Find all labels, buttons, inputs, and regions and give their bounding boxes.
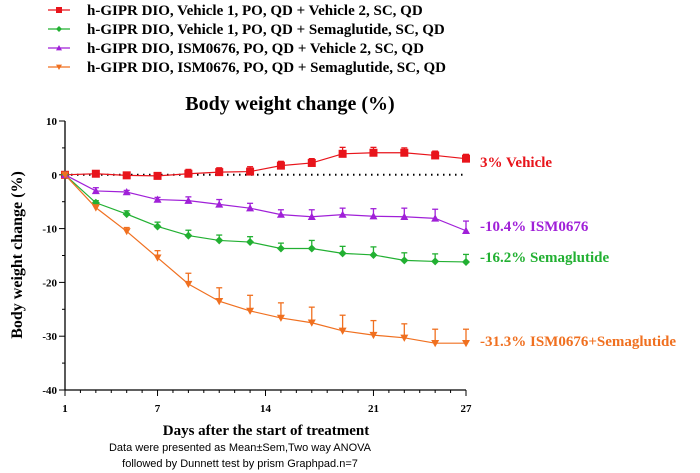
- marker-triangle-up: [276, 210, 285, 218]
- marker-diamond: [400, 256, 409, 265]
- marker-square: [400, 148, 409, 157]
- marker-triangle-down: [153, 254, 162, 262]
- marker-diamond: [56, 26, 62, 32]
- legend-label: h-GIPR DIO, Vehicle 1, PO, QD + Semaglut…: [87, 22, 445, 38]
- marker-diamond: [215, 236, 224, 245]
- marker-diamond: [462, 257, 470, 266]
- marker-triangle-down: [61, 171, 69, 179]
- x-tick-label: 14: [260, 403, 272, 415]
- series-annotation: -10.4% ISM0676: [480, 219, 589, 235]
- marker-diamond: [431, 257, 440, 266]
- marker-triangle-down: [369, 331, 378, 340]
- marker-triangle-up: [462, 226, 470, 234]
- legend-label: h-GIPR DIO, ISM0676, PO, QD + Semaglutid…: [87, 60, 446, 76]
- series-line: [64, 152, 467, 177]
- marker-triangle-down: [215, 298, 224, 306]
- marker-diamond: [246, 238, 255, 247]
- marker-triangle-down: [462, 339, 470, 348]
- x-tick-label: 7: [155, 403, 161, 415]
- marker-triangle-up: [400, 212, 409, 220]
- footnote-line-1: Data were presented as Mean±Sem,Two way …: [109, 442, 372, 454]
- marker-square: [184, 169, 193, 178]
- x-axis-label: Days after the start of treatment: [163, 423, 369, 439]
- chart-title: Body weight change (%): [185, 93, 394, 115]
- marker-square: [338, 149, 347, 158]
- marker-triangle-up: [184, 196, 193, 204]
- marker-square: [307, 158, 316, 167]
- marker-triangle-down: [400, 334, 409, 342]
- marker-triangle-down: [276, 314, 285, 322]
- series-0: [61, 146, 470, 180]
- legend-label: h-GIPR DIO, Vehicle 1, PO, QD + Vehicle …: [87, 3, 423, 19]
- y-tick-label: -30: [42, 331, 57, 343]
- marker-diamond: [184, 231, 193, 240]
- marker-square: [215, 168, 224, 177]
- marker-triangle-down: [122, 228, 131, 236]
- marker-square: [369, 148, 378, 157]
- marker-triangle-down: [184, 280, 193, 289]
- marker-square: [56, 7, 62, 13]
- marker-triangle-down: [246, 307, 255, 315]
- marker-triangle-up: [56, 45, 62, 51]
- marker-triangle-up: [91, 186, 100, 195]
- series-line: [64, 174, 467, 263]
- x-tick-label: 27: [461, 403, 473, 415]
- series-annotation: -16.2% Semaglutide: [480, 250, 610, 266]
- marker-diamond: [153, 222, 162, 231]
- marker-triangle-down: [307, 319, 316, 327]
- y-tick-label: -20: [42, 277, 57, 289]
- axes: 10 0 -10 -20 -30 -40 1 7 14 21 27: [42, 116, 472, 415]
- marker-diamond: [276, 244, 285, 253]
- series-3: [61, 171, 470, 348]
- marker-triangle-up: [338, 210, 347, 218]
- marker-triangle-up: [122, 188, 131, 196]
- marker-square: [153, 171, 162, 180]
- x-tick-label: 21: [368, 403, 379, 415]
- marker-diamond: [338, 249, 347, 258]
- plot-area: [61, 146, 470, 348]
- series-2: [61, 170, 470, 234]
- marker-square: [122, 171, 131, 180]
- marker-triangle-down: [56, 64, 62, 70]
- marker-triangle-up: [431, 214, 440, 222]
- marker-triangle-up: [246, 204, 255, 212]
- marker-square: [431, 151, 440, 160]
- series-line: [64, 174, 467, 232]
- marker-diamond: [369, 250, 378, 259]
- marker-diamond: [122, 210, 131, 219]
- series-annotation: -31.3% ISM0676+Semaglutide: [480, 334, 676, 350]
- series-line: [64, 174, 466, 344]
- marker-square: [276, 161, 285, 170]
- marker-triangle-up: [153, 195, 162, 203]
- y-tick-label: -40: [42, 385, 57, 397]
- series-annotation: 3% Vehicle: [480, 155, 552, 171]
- y-axis-label: Body weight change (%): [9, 171, 26, 339]
- marker-triangle-up: [215, 200, 224, 208]
- series-1: [61, 170, 470, 266]
- marker-diamond: [307, 244, 316, 253]
- marker-square: [91, 169, 100, 178]
- x-tick-label: 1: [62, 403, 68, 415]
- annotations: 3% Vehicle -16.2% Semaglutide -10.4% ISM06…: [480, 155, 676, 350]
- marker-triangle-down: [338, 327, 347, 335]
- y-tick-label: -10: [42, 224, 57, 236]
- legend-label: h-GIPR DIO, ISM0676, PO, QD + Vehicle 2,…: [87, 41, 424, 57]
- marker-triangle-up: [307, 212, 316, 220]
- y-tick-label: 10: [46, 116, 58, 128]
- marker-triangle-up: [369, 212, 378, 220]
- marker-square: [462, 154, 470, 163]
- marker-square: [246, 167, 255, 176]
- legend: h-GIPR DIO, Vehicle 1, PO, QD + Vehicle …: [48, 3, 446, 76]
- marker-triangle-down: [431, 339, 440, 348]
- marker-triangle-down: [91, 204, 100, 212]
- y-tick-label: 0: [52, 170, 58, 182]
- footnote-line-2: followed by Dunnett test by prism Graphp…: [122, 458, 358, 470]
